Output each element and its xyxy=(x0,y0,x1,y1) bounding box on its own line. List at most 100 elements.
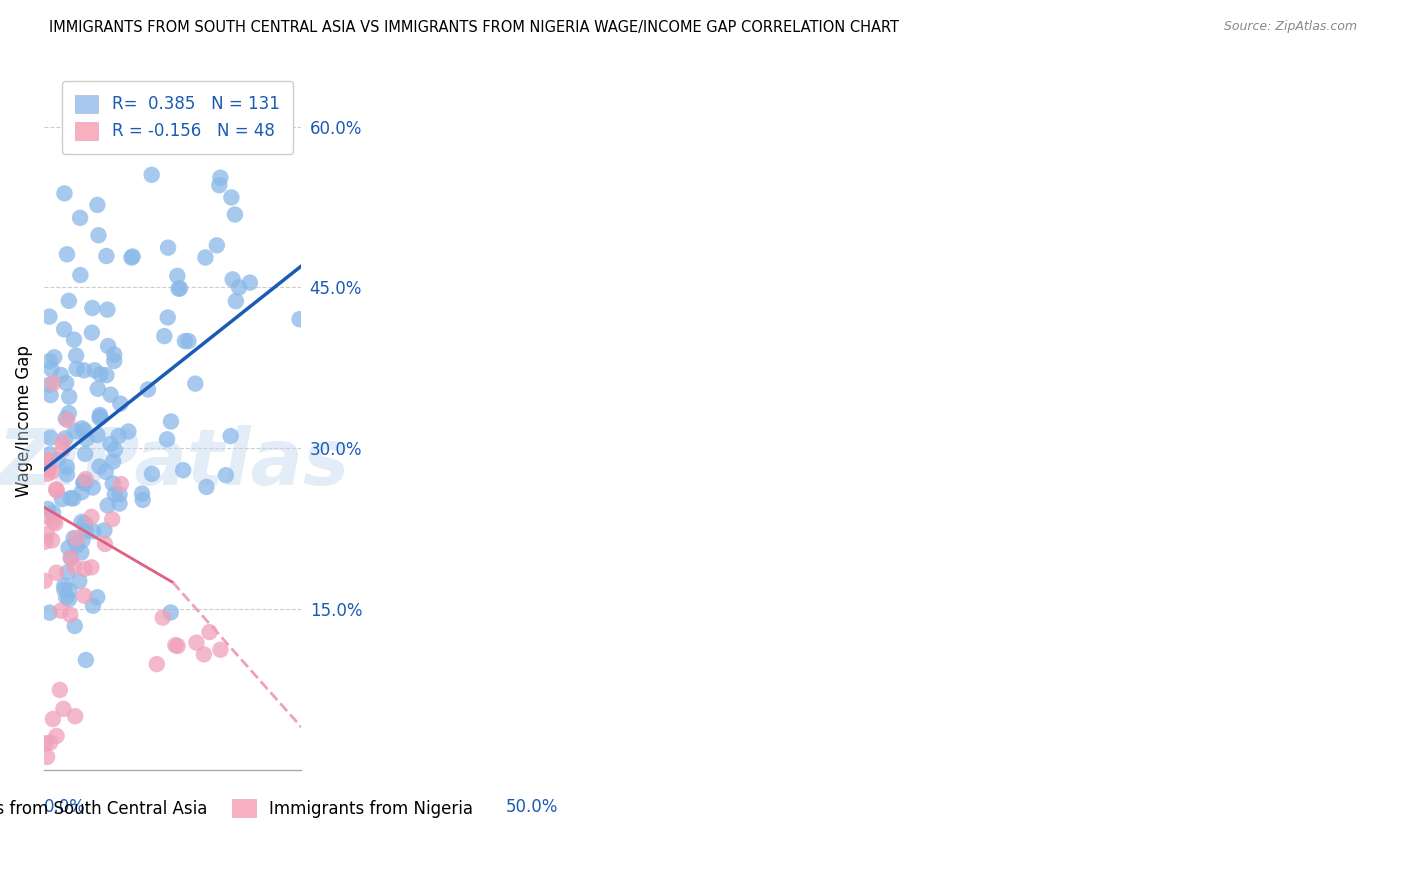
Point xyxy=(65,424,87,438)
Point xyxy=(104,487,127,501)
Point xyxy=(208,178,231,193)
Point xyxy=(59,551,82,566)
Point xyxy=(96,368,118,383)
Point xyxy=(76,432,98,446)
Point xyxy=(159,606,181,620)
Point xyxy=(225,294,247,309)
Point xyxy=(110,397,132,411)
Point xyxy=(44,516,66,531)
Point xyxy=(65,349,87,363)
Point xyxy=(41,465,63,479)
Point xyxy=(194,251,217,265)
Point xyxy=(97,499,120,513)
Point xyxy=(63,619,86,633)
Point xyxy=(41,362,63,376)
Point xyxy=(87,382,110,396)
Point xyxy=(108,497,131,511)
Legend: Immigrants from South Central Asia, Immigrants from Nigeria: Immigrants from South Central Asia, Immi… xyxy=(0,792,479,824)
Point xyxy=(70,421,93,435)
Point xyxy=(86,591,108,605)
Point xyxy=(166,639,188,653)
Point xyxy=(110,477,132,491)
Point xyxy=(44,350,66,364)
Point xyxy=(73,589,96,603)
Point xyxy=(288,312,311,326)
Point xyxy=(157,241,180,255)
Point xyxy=(34,534,56,549)
Point xyxy=(42,712,65,726)
Point xyxy=(141,168,163,182)
Point xyxy=(34,736,56,750)
Point xyxy=(132,492,155,507)
Point xyxy=(209,170,232,185)
Point xyxy=(39,736,62,750)
Point xyxy=(228,280,250,294)
Point xyxy=(184,376,207,391)
Point xyxy=(215,468,238,483)
Point xyxy=(70,545,93,559)
Point xyxy=(55,376,77,390)
Text: 50.0%: 50.0% xyxy=(506,797,558,816)
Point xyxy=(89,459,111,474)
Text: Source: ZipAtlas.com: Source: ZipAtlas.com xyxy=(1223,20,1357,33)
Point xyxy=(75,476,97,491)
Point xyxy=(186,635,208,649)
Point xyxy=(72,533,94,548)
Point xyxy=(136,383,159,397)
Point xyxy=(69,211,91,225)
Point xyxy=(80,326,103,340)
Point xyxy=(34,574,56,588)
Point xyxy=(53,322,76,336)
Point xyxy=(62,491,84,506)
Point xyxy=(141,467,163,481)
Point xyxy=(82,301,104,315)
Point xyxy=(96,302,118,317)
Point xyxy=(39,388,62,402)
Point xyxy=(45,729,67,743)
Point xyxy=(75,447,97,461)
Point xyxy=(49,682,72,697)
Point xyxy=(86,198,108,212)
Point xyxy=(80,509,103,524)
Point xyxy=(41,533,63,548)
Point xyxy=(42,515,65,529)
Point xyxy=(80,560,103,574)
Point xyxy=(86,428,108,442)
Point xyxy=(70,485,93,500)
Point xyxy=(146,657,169,672)
Y-axis label: Wage/Income Gap: Wage/Income Gap xyxy=(15,345,32,498)
Point xyxy=(89,408,111,422)
Point xyxy=(39,431,62,445)
Point xyxy=(94,465,117,479)
Point xyxy=(63,559,86,574)
Point xyxy=(53,582,76,597)
Point xyxy=(72,475,94,490)
Point xyxy=(257,109,280,123)
Point xyxy=(108,487,131,501)
Point xyxy=(56,459,79,474)
Point xyxy=(52,435,75,450)
Point xyxy=(67,574,90,588)
Point xyxy=(55,411,77,425)
Point xyxy=(65,531,87,545)
Point xyxy=(101,454,124,468)
Point xyxy=(45,483,67,498)
Text: ZIPatlas: ZIPatlas xyxy=(0,425,349,501)
Point xyxy=(53,431,76,445)
Point xyxy=(193,648,215,662)
Point xyxy=(37,467,59,481)
Point xyxy=(75,653,97,667)
Point xyxy=(51,442,73,457)
Point xyxy=(35,509,58,524)
Point xyxy=(62,531,84,545)
Point xyxy=(160,414,183,428)
Point xyxy=(121,250,143,264)
Point xyxy=(165,638,187,652)
Point xyxy=(93,524,115,538)
Point xyxy=(53,186,76,201)
Point xyxy=(103,354,125,368)
Point xyxy=(63,709,86,723)
Point xyxy=(45,483,67,497)
Point xyxy=(83,363,105,377)
Point xyxy=(117,425,139,439)
